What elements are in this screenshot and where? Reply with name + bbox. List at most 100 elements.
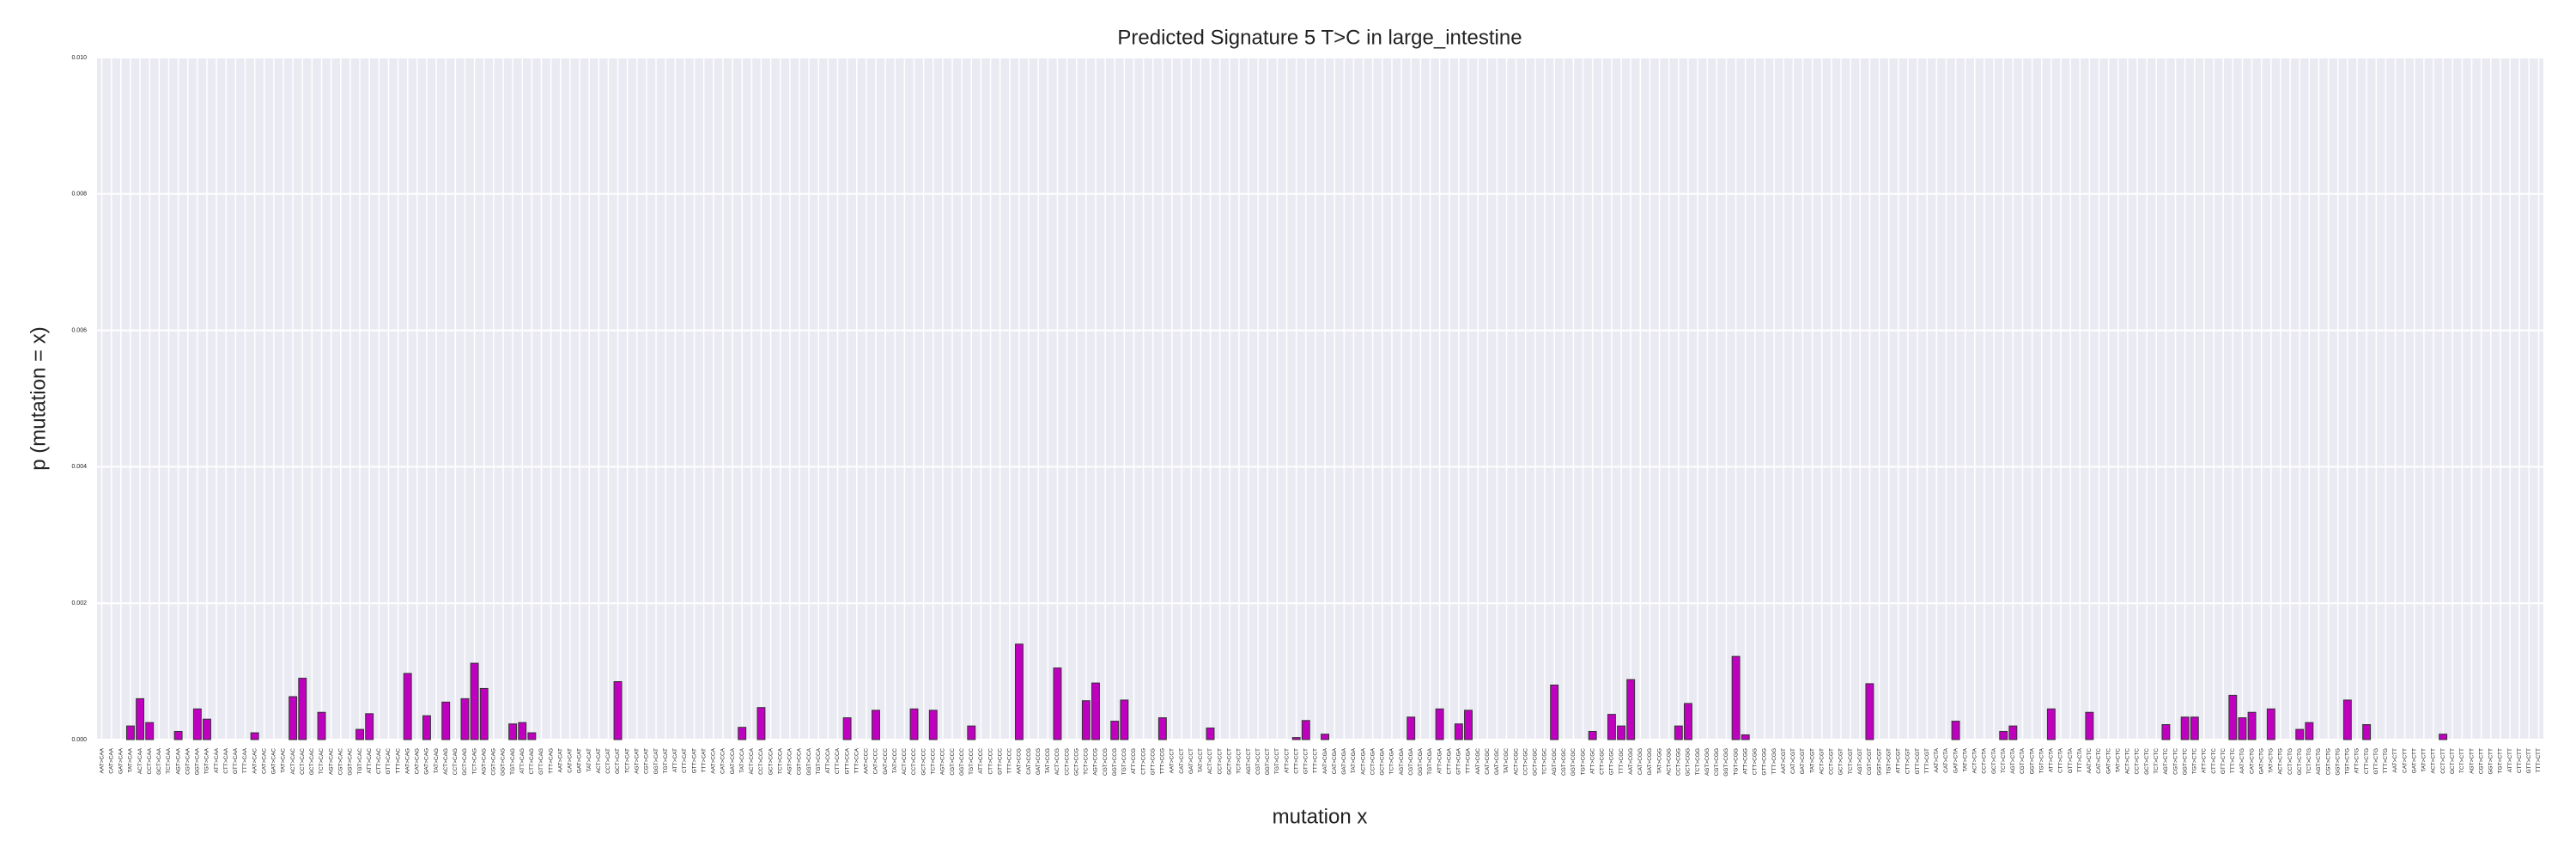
x-tick-label: ACT>CCG [1054,748,1060,775]
bar [2180,716,2190,740]
x-tick-label: GTT>CGT [1915,748,1921,775]
x-tick-label: GTT>CCA [844,747,850,774]
x-tick-label: CCT>CCT [1217,748,1223,775]
x-tick-label: CTT>CAC [376,748,382,774]
x-tick-label: ATT>CGG [1742,748,1748,774]
x-tick-label: ATT>CTC [2202,748,2208,773]
bar [289,696,298,740]
x-tick-label: CCT>CAT [605,748,611,774]
bar [2008,725,2018,740]
x-tick-label: CCT>CGC [1522,748,1528,776]
bar [422,715,431,740]
x-tick-label: GTT>CTG [2373,748,2379,775]
x-tick-label: CGT>CTA [2020,747,2026,774]
x-tick-label: AAT>CCA [711,747,717,773]
bar [1091,682,1100,740]
x-tick-label: AAT>CTG [2239,748,2245,774]
x-tick-label: TTT>CGA [1466,747,1472,773]
x-tick-label: CTT>CTA [2058,747,2064,773]
x-tick-label: TCT>CAA [166,747,172,773]
bar [1550,684,1559,740]
bar [1454,723,1463,740]
x-tick-label: TAT>CTT [2421,748,2427,772]
bar [2161,724,2171,740]
x-tick-label: GCT>CAG [462,748,468,776]
x-tick-label: GGT>CGA [1418,747,1424,776]
x-tick-label: CAT>CTA [1943,747,1949,772]
bar [145,722,155,740]
x-tick-label: GAT>CAA [118,747,125,774]
bar [250,732,259,740]
x-tick-label: AAT>CAG [404,748,410,774]
x-tick-label: GAT>CTG [2258,748,2264,774]
bar [928,710,938,740]
x-tick-label: CAT>CGA [1332,747,1338,774]
x-tick-label: AAT>CAT [557,748,563,773]
bar [317,711,326,740]
x-tick-label: TCT>CTG [2306,748,2312,774]
x-tick-label: GCT>CCG [1073,748,1079,776]
bar [192,708,202,740]
x-tick-label: TTT>CTA [2077,747,2083,772]
bar [909,708,919,740]
x-tick-label: GTT>CGG [1762,748,1768,776]
x-tick-label: TTT>CCC [1007,748,1013,774]
x-tick-label: CGT>CGG [1714,748,1720,776]
x-tick-label: GAT>CGG [1647,748,1653,775]
x-tick-label: CTT>CGT [1905,748,1911,774]
bar [479,687,489,740]
x-tick-label: TTT>CGC [1619,748,1625,774]
x-tick-label: CGT>CAA [185,747,191,775]
x-tick-label: TTT>CAG [548,748,554,774]
bar [1588,730,1597,740]
x-tick-label: CAT>CCT [1179,748,1185,774]
x-tick-label: CAT>CAT [568,748,574,773]
x-tick-label: TGT>CAT [663,748,669,773]
x-tick-label: CAT>CGG [1637,748,1643,775]
x-tick-label: TCT>CGT [1848,748,1854,774]
x-tick-label: TTT>CCG [1160,748,1166,774]
bar [355,728,364,740]
x-tick-label: GAT>CAG [424,748,430,775]
x-tick-label: GTT>CGC [1609,748,1615,776]
x-tick-label: CCT>CTT [2440,748,2446,774]
bar [125,725,135,740]
x-tick-label: TCT>CGG [1695,748,1701,775]
x-tick-label: AGT>CCG [1093,748,1099,776]
bar [1081,700,1091,740]
x-tick-label: CTT>CAT [682,748,688,773]
bar [1321,734,1330,740]
x-tick-label: TGT>CTC [2192,748,2198,774]
bar [298,678,307,740]
x-tick-label: TAT>CCC [892,748,898,773]
bar [2342,699,2352,740]
x-tick-label: GGT>CCT [1265,748,1271,775]
x-tick-label: ATT>CGT [1896,748,1902,773]
x-tick-label: CAT>CGC [1485,748,1491,775]
x-tick-label: AGT>CGC [1552,748,1558,776]
x-tick-label: CCT>CAG [453,748,459,775]
bar [613,681,623,740]
x-tick-label: CGT>CCT [1255,748,1261,775]
bar [2305,722,2314,740]
x-tick-label: TCT>CCT [1236,748,1242,774]
x-tick-label: CCT>CTC [2135,748,2141,775]
x-tick-label: GGT>CGT [1876,748,1882,776]
x-tick-label: GGT>CAC [348,748,354,776]
x-tick-label: TTT>CCA [854,747,860,773]
x-tick-label: AGT>CGG [1704,748,1710,776]
bar [173,730,183,740]
x-tick-label: TGT>CTG [2345,748,2351,775]
x-tick-label: TAT>CTC [2115,748,2121,773]
bar [1406,716,1416,740]
bar [2266,708,2275,740]
x-tick-label: TGT>CCT [1274,748,1280,774]
bar [1206,728,1215,740]
x-tick-label: GTT>CTA [2068,747,2074,773]
x-tick-label: GTT>CCT [1303,748,1309,774]
x-tick-label: GTT>CAT [691,748,697,773]
x-tick-label: TTT>CAA [242,747,248,773]
x-tick-label: GAT>CAC [271,748,277,775]
x-tick-label: CAT>CTT [2402,748,2408,773]
